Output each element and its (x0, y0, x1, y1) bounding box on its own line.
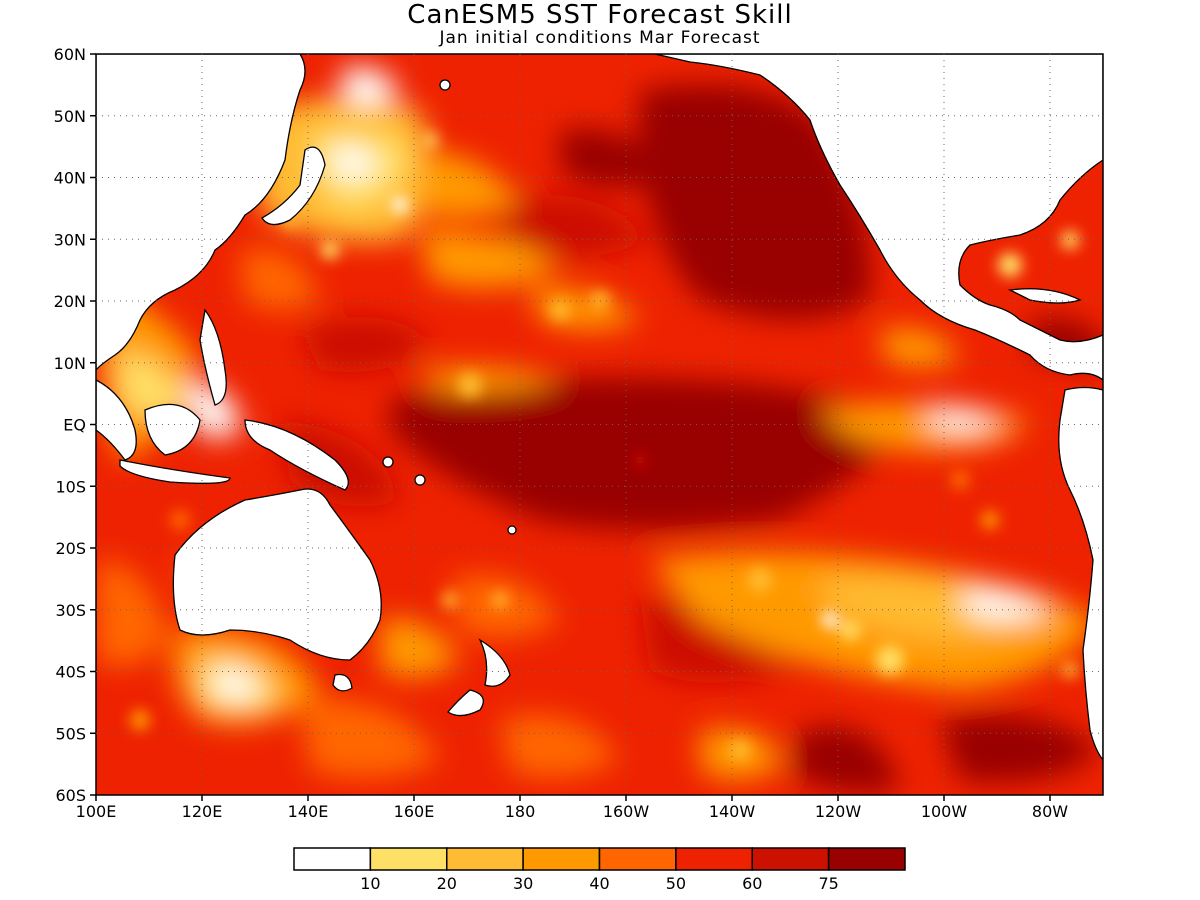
lat-tick-label: 30S (55, 601, 86, 620)
lat-tick-label: 10N (54, 354, 86, 373)
colorbar-swatch (522, 847, 601, 871)
colorbar-labels: 10 20 30 40 50 60 75 (360, 874, 839, 893)
lat-tick-label: 20N (54, 292, 86, 311)
lon-tick-label: 120W (815, 802, 862, 821)
colorbar-swatch (598, 847, 677, 871)
colorbar-swatch (446, 847, 524, 871)
land-masses (96, 54, 1103, 762)
lon-tick-label: 100W (921, 802, 968, 821)
lat-tick-label: 60N (54, 45, 86, 64)
colorbar-swatch (369, 847, 448, 871)
lat-tick-label: 30N (54, 230, 86, 249)
colorbar (293, 847, 906, 871)
lat-tick-label: 10S (55, 477, 86, 496)
lon-tick-label: 100E (76, 802, 117, 821)
lon-tick-label: 180 (505, 802, 536, 821)
lat-tick-label: 50S (55, 724, 86, 743)
map-subtitle: Jan initial conditions Mar Forecast (439, 28, 761, 48)
map-title: CanESM5 SST Forecast Skill (407, 0, 793, 30)
colorbar-swatch (827, 847, 906, 871)
lon-tick-label: 120E (182, 802, 223, 821)
colorbar-label: 40 (589, 874, 609, 893)
lat-tick-label: 60S (55, 786, 86, 805)
skill-field (96, 54, 1103, 795)
colorbar-label: 10 (360, 874, 380, 893)
longitude-axis: 100E 120E 140E 160E 180 160W 140W 120W 100W 80W (76, 795, 1068, 821)
lat-tick-label: 20S (55, 539, 86, 558)
colorbar-label: 20 (437, 874, 457, 893)
latitude-axis: 60N 50N 40N 30N 20N 10N EQ 10S 20S 30S 40S 50S 60S (54, 45, 96, 805)
colorbar-label: 75 (818, 874, 838, 893)
lat-tick-label: 40S (55, 663, 86, 682)
colorbar-label: 60 (742, 874, 762, 893)
lon-tick-label: 160W (603, 802, 650, 821)
lat-tick-label: EQ (63, 416, 86, 435)
colorbar-swatch (675, 847, 753, 871)
lon-tick-label: 140W (709, 802, 756, 821)
lon-tick-label: 140E (288, 802, 329, 821)
colorbar-label: 50 (666, 874, 686, 893)
lat-tick-label: 50N (54, 107, 86, 126)
lat-tick-label: 40N (54, 169, 86, 188)
colorbar-swatch (751, 847, 830, 871)
colorbar-label: 30 (513, 874, 533, 893)
colorbar-swatch (293, 847, 372, 871)
lon-tick-label: 80W (1032, 802, 1068, 821)
lon-tick-label: 160E (394, 802, 435, 821)
